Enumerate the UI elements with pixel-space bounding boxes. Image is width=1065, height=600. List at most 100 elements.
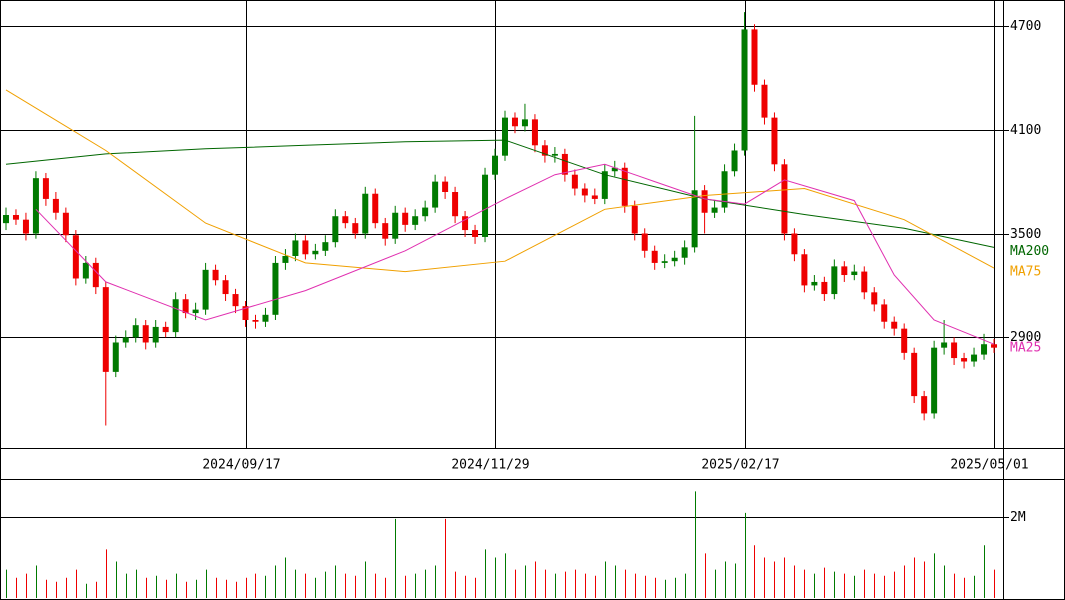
candle-body	[2, 215, 9, 224]
candle-body	[871, 292, 878, 305]
ma-line	[5, 139, 995, 248]
candle-body	[721, 171, 728, 208]
candle-body	[312, 250, 319, 255]
candle-body	[162, 326, 169, 333]
candle-body	[761, 84, 768, 118]
candle-body	[322, 242, 329, 251]
candle-body	[811, 281, 818, 286]
y-tick-label: 2900	[1010, 330, 1041, 345]
candle-body	[282, 256, 289, 263]
candle-body	[581, 188, 588, 196]
candle-body	[821, 281, 828, 295]
candle-body	[382, 223, 389, 239]
candle-body	[861, 271, 868, 293]
candle-body	[561, 153, 568, 175]
candle-body	[352, 223, 359, 234]
candle-body	[851, 271, 858, 276]
candle-body	[232, 294, 239, 307]
candle-body	[981, 344, 988, 355]
candle-body	[152, 326, 159, 343]
candle-body	[961, 358, 968, 362]
candle-body	[422, 207, 429, 217]
candle-body	[991, 344, 998, 348]
candle-body	[621, 167, 628, 206]
candle-body	[841, 266, 848, 276]
candle-body	[631, 205, 638, 234]
candle-body	[332, 216, 339, 243]
candle-body	[262, 314, 269, 322]
candle-body	[551, 153, 558, 156]
candle-body	[452, 192, 459, 217]
candle-body	[142, 325, 149, 343]
candle-body	[661, 261, 668, 263]
x-tick-label: 2024/09/17	[202, 458, 280, 473]
y-tick-label: 4100	[1010, 123, 1041, 138]
candle-body	[122, 337, 129, 343]
ma-line	[5, 89, 995, 273]
candle-body	[212, 269, 219, 281]
candle-body	[651, 250, 658, 263]
candle-body	[951, 342, 958, 359]
candle-body	[402, 212, 409, 225]
candle-body	[112, 342, 119, 372]
x-tick-label: 2024/11/29	[451, 458, 529, 473]
candle-body	[412, 216, 419, 225]
candle-body	[22, 219, 29, 234]
candle-body	[52, 198, 59, 213]
candle-body	[272, 262, 279, 315]
candle-body	[671, 257, 678, 262]
candle-body	[342, 216, 349, 224]
candle-body	[501, 117, 508, 156]
candle-body	[172, 299, 179, 333]
y-tick-label: 4700	[1010, 19, 1041, 34]
candle-body	[751, 29, 758, 85]
candle-body	[731, 150, 738, 172]
candle-body	[901, 328, 908, 353]
candle-body	[641, 233, 648, 251]
candle-body	[462, 216, 469, 231]
candle-body	[741, 29, 748, 151]
candle-body	[182, 299, 189, 314]
candle-body	[511, 117, 518, 127]
y-tick-label: 2M	[1010, 510, 1026, 525]
candle-body	[392, 212, 399, 239]
candle-body	[681, 247, 688, 258]
candle-body	[931, 347, 938, 414]
candle-body	[472, 230, 479, 237]
candle-body	[42, 178, 49, 199]
legend-label: MA75	[1010, 265, 1041, 280]
candle-body	[571, 174, 578, 189]
candle-body	[911, 352, 918, 397]
candle-body	[691, 190, 698, 248]
candle-body	[921, 396, 928, 414]
ma-line	[35, 163, 995, 345]
candle-body	[82, 262, 89, 279]
candle-body	[92, 262, 99, 288]
candle-body	[32, 178, 39, 234]
candle-body	[591, 195, 598, 199]
x-tick-label: 2025/02/17	[701, 458, 779, 473]
candle-body	[202, 269, 209, 310]
candle-body	[771, 117, 778, 165]
candle-body	[531, 119, 538, 146]
candle-body	[442, 181, 449, 192]
candle-body	[252, 320, 259, 322]
candle-body	[801, 254, 808, 286]
candle-body	[102, 287, 109, 372]
candle-body	[12, 215, 19, 220]
candle-body	[781, 164, 788, 234]
candle-body	[432, 181, 439, 208]
candle-body	[62, 212, 69, 236]
x-tick-label: 2025/05/01	[950, 458, 1028, 473]
candle-body	[701, 190, 708, 213]
candle-body	[292, 240, 299, 256]
candle-body	[601, 171, 608, 199]
candle-body	[192, 309, 199, 314]
candle-body	[362, 193, 369, 234]
candle-body	[711, 207, 718, 213]
candle-body	[891, 321, 898, 329]
y-tick-label: 3500	[1010, 227, 1041, 242]
candle-body	[482, 174, 489, 237]
